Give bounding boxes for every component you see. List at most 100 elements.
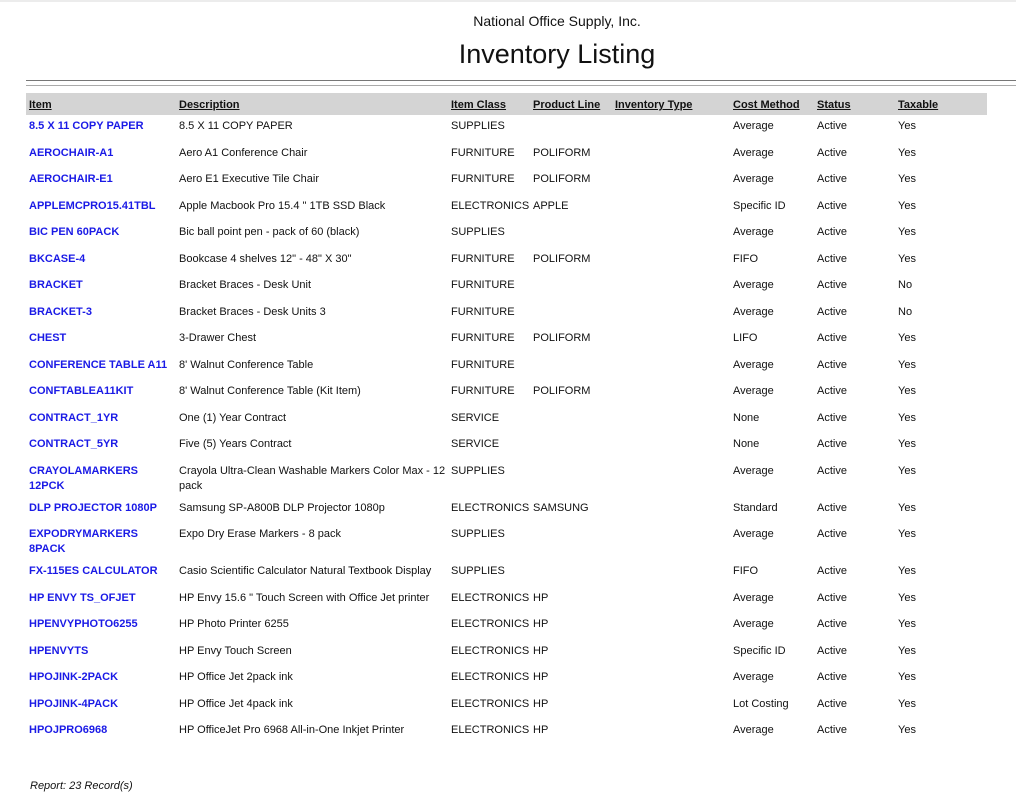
- table-row: DLP PROJECTOR 1080P Samsung SP-A800B DLP …: [26, 497, 987, 524]
- cell-cost-method: Lot Costing: [733, 697, 789, 710]
- cell-description: 8' Walnut Conference Table (Kit Item): [179, 385, 361, 397]
- table-row: BRACKET Bracket Braces - Desk Unit FURNITU…: [26, 274, 987, 301]
- cell-inventory-type: [612, 168, 730, 195]
- table-row: EXPODRYMARKERS 8PACK Expo Dry Erase Marke…: [26, 523, 987, 560]
- cell-item[interactable]: CONTRACT_5YR: [29, 438, 119, 450]
- cell-product-line: POLIFORM: [533, 252, 591, 265]
- cell-item-class: ELECTRONICS: [451, 591, 530, 604]
- cell-item[interactable]: AEROCHAIR-A1: [29, 146, 114, 159]
- column-header-description[interactable]: Description: [179, 99, 240, 111]
- column-header-item[interactable]: Item: [29, 99, 52, 111]
- cell-inventory-type: [612, 560, 730, 587]
- cell-item-class: ELECTRONICS: [451, 199, 530, 212]
- cell-taxable: Yes: [898, 226, 916, 238]
- table-row: CHEST 3-Drawer Chest FURNITURE POLIFORM LIFO…: [26, 327, 987, 354]
- cell-product-line: [530, 301, 612, 328]
- cell-inventory-type: [612, 719, 730, 746]
- cell-item[interactable]: CHEST: [29, 332, 67, 344]
- cell-taxable: Yes: [898, 173, 916, 185]
- table-row: HPOJPRO6968 HP OfficeJet Pro 6968 All-in-…: [26, 719, 987, 746]
- cell-item[interactable]: BKCASE-4: [29, 252, 86, 265]
- cell-status: Active: [817, 671, 847, 683]
- column-header-status[interactable]: Status: [817, 99, 851, 111]
- cell-item[interactable]: HPOJINK-4PACK: [29, 697, 119, 710]
- cell-item-class: SUPPLIES: [451, 226, 505, 238]
- table-row: AEROCHAIR-E1 Aero E1 Executive Tile Chair…: [26, 168, 987, 195]
- record-count: Report: 23 Record(s): [30, 780, 133, 792]
- cell-description: One (1) Year Contract: [179, 411, 287, 424]
- column-header-item-class[interactable]: Item Class: [451, 99, 507, 111]
- cell-item[interactable]: BRACKET-3: [29, 305, 92, 318]
- cell-status: Active: [817, 279, 847, 291]
- cell-status: Active: [817, 358, 847, 371]
- cell-cost-method: Average: [733, 358, 774, 371]
- cell-inventory-type: [612, 523, 730, 560]
- cell-item[interactable]: HPOJPRO6968: [29, 724, 108, 736]
- cell-item[interactable]: HPOJINK-2PACK: [29, 671, 119, 683]
- cell-item[interactable]: APPLEMCPRO15.41TBL: [29, 199, 156, 212]
- cell-cost-method: FIFO: [733, 565, 759, 577]
- cell-cost-method: Average: [733, 146, 774, 159]
- cell-product-line: HP: [533, 697, 549, 710]
- cell-taxable: Yes: [898, 252, 916, 265]
- cell-inventory-type: [612, 587, 730, 614]
- cell-status: Active: [817, 438, 847, 450]
- column-header-inventory-type[interactable]: Inventory Type: [615, 99, 693, 111]
- cell-description: 3-Drawer Chest: [179, 332, 257, 344]
- cell-description: HP Office Jet 2pack ink: [179, 671, 293, 683]
- cell-item-class: FURNITURE: [451, 358, 515, 371]
- cell-item[interactable]: AEROCHAIR-E1: [29, 173, 113, 185]
- cell-item-class: SUPPLIES: [451, 464, 505, 477]
- cell-item[interactable]: HP ENVY TS_OFJET: [29, 591, 136, 604]
- cell-inventory-type: [612, 221, 730, 248]
- cell-description: Casio Scientific Calculator Natural Text…: [179, 565, 432, 577]
- cell-item[interactable]: CONFTABLEA11KIT: [29, 385, 134, 397]
- cell-item-class: SUPPLIES: [451, 565, 505, 577]
- cell-item[interactable]: CRAYOLAMARKERS 12PCK: [29, 464, 138, 492]
- cell-description: HP Envy Touch Screen: [179, 644, 292, 657]
- table-row: HPENVYTS HP Envy Touch Screen ELECTRONICS H…: [26, 640, 987, 667]
- table-row: HPOJINK-4PACK HP Office Jet 4pack ink ELEC…: [26, 693, 987, 720]
- cell-product-line: HP: [533, 591, 549, 604]
- cell-cost-method: Average: [733, 279, 774, 291]
- cell-inventory-type: [612, 433, 730, 460]
- table-row: BIC PEN 60PACK Bic ball point pen - pack …: [26, 221, 987, 248]
- cell-cost-method: Average: [733, 226, 774, 238]
- cell-product-line: POLIFORM: [533, 173, 591, 185]
- cell-item[interactable]: 8.5 X 11 COPY PAPER: [29, 120, 144, 132]
- cell-item[interactable]: DLP PROJECTOR 1080P: [29, 501, 157, 514]
- cell-product-line: [530, 433, 612, 460]
- cell-item[interactable]: HPENVYPHOTO6255: [29, 618, 138, 630]
- column-header-cost-method[interactable]: Cost Method: [733, 99, 800, 111]
- cell-item[interactable]: CONFERENCE TABLE A11: [29, 358, 168, 371]
- cell-cost-method: Average: [733, 671, 774, 683]
- cell-description: 8' Walnut Conference Table: [179, 358, 314, 371]
- table-row: BRACKET-3 Bracket Braces - Desk Units 3 FU…: [26, 301, 987, 328]
- cell-cost-method: Average: [733, 618, 774, 630]
- column-header-product-line[interactable]: Product Line: [533, 99, 601, 111]
- cell-item[interactable]: FX-115ES CALCULATOR: [29, 565, 158, 577]
- cell-item-class: FURNITURE: [451, 173, 515, 185]
- cell-item[interactable]: CONTRACT_1YR: [29, 411, 119, 424]
- cell-item[interactable]: BIC PEN 60PACK: [29, 226, 120, 238]
- cell-item[interactable]: HPENVYTS: [29, 644, 89, 657]
- column-header-taxable[interactable]: Taxable: [898, 99, 939, 111]
- cell-product-line: [530, 221, 612, 248]
- cell-cost-method: Average: [733, 464, 774, 477]
- cell-status: Active: [817, 501, 847, 514]
- cell-status: Active: [817, 697, 847, 710]
- cell-taxable: Yes: [898, 724, 916, 736]
- cell-status: Active: [817, 528, 847, 540]
- cell-inventory-type: [612, 301, 730, 328]
- cell-taxable: Yes: [898, 618, 916, 630]
- cell-product-line: [530, 274, 612, 301]
- cell-taxable: No: [898, 305, 913, 318]
- cell-item-class: FURNITURE: [451, 252, 515, 265]
- table-row: HPENVYPHOTO6255 HP Photo Printer 6255 ELEC…: [26, 613, 987, 640]
- cell-status: Active: [817, 305, 847, 318]
- cell-product-line: [530, 354, 612, 381]
- cell-cost-method: FIFO: [733, 252, 759, 265]
- cell-item[interactable]: EXPODRYMARKERS 8PACK: [29, 528, 138, 555]
- cell-inventory-type: [612, 142, 730, 169]
- cell-item[interactable]: BRACKET: [29, 279, 83, 291]
